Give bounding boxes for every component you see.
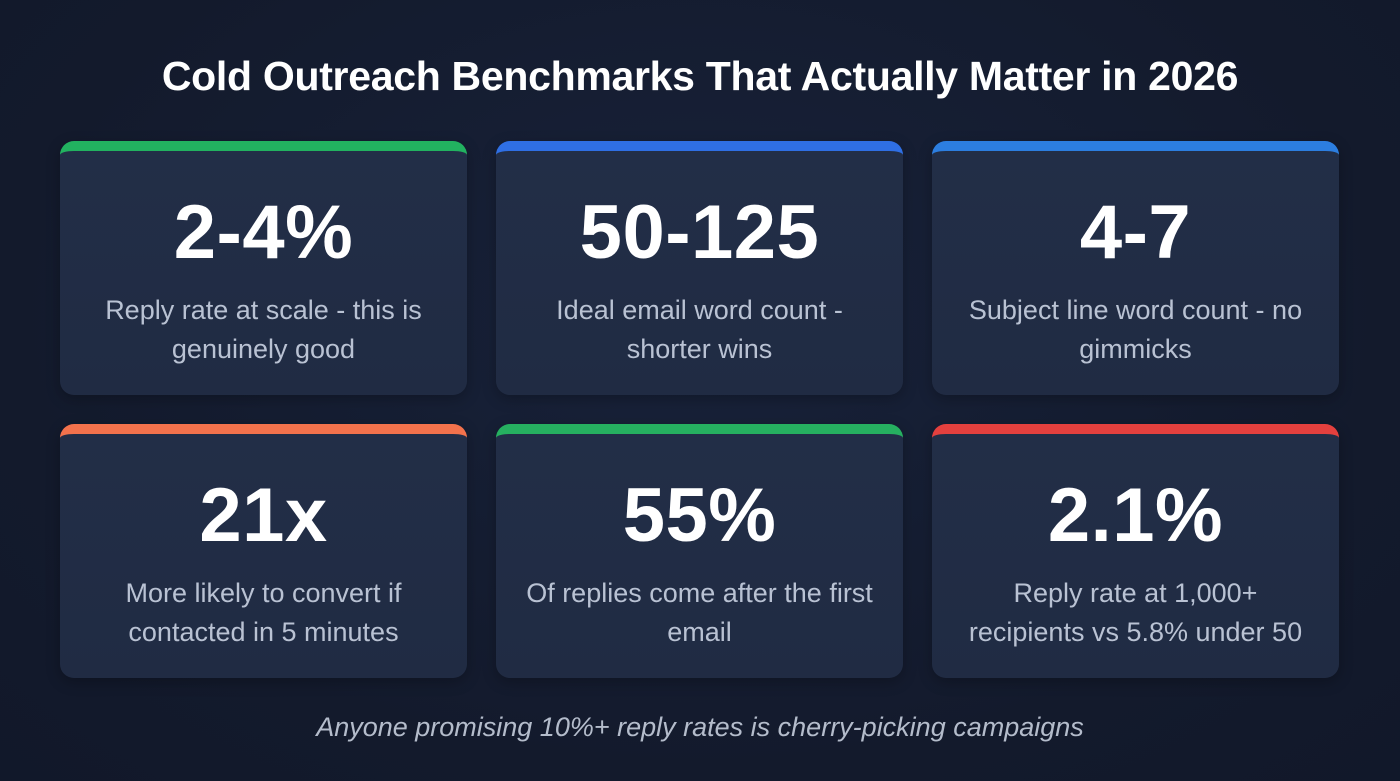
benchmark-card-subject-word-count: 4-7 Subject line word count - no gimmick… [932, 141, 1339, 395]
stat-value: 21x [199, 473, 328, 558]
stat-value: 50-125 [579, 190, 820, 275]
benchmark-card-email-word-count: 50-125 Ideal email word count - shorter … [496, 141, 903, 395]
stat-value: 2.1% [1047, 473, 1224, 558]
footer-note: Anyone promising 10%+ reply rates is che… [316, 712, 1084, 742]
benchmark-card-follow-up-replies: 55% Of replies come after the first emai… [496, 424, 903, 678]
page-title: Cold Outreach Benchmarks That Actually M… [161, 53, 1239, 99]
stat-description: Subject line word count - no gimmicks [968, 295, 1303, 364]
benchmark-card-conversion-speed: 21x More likely to convert if contacted … [60, 424, 467, 678]
stat-description: Reply rate at 1,000+ recipients vs 5.8% … [968, 578, 1303, 647]
benchmark-card-reply-rate: 2-4% Reply rate at scale - this is genui… [60, 141, 467, 395]
benchmark-grid: 2-4% Reply rate at scale - this is genui… [60, 141, 1340, 678]
benchmark-card-scale-reply-rate: 2.1% Reply rate at 1,000+ recipients vs … [932, 424, 1339, 678]
stat-description: Reply rate at scale - this is genuinely … [105, 295, 422, 364]
stat-value: 4-7 [1079, 190, 1192, 275]
stat-description: Ideal email word count - shorter wins [556, 295, 843, 364]
stat-value: 55% [622, 473, 777, 558]
stat-value: 2-4% [173, 190, 354, 275]
stat-description: Of replies come after the first email [526, 578, 873, 647]
stat-description: More likely to convert if contacted in 5… [125, 578, 402, 647]
